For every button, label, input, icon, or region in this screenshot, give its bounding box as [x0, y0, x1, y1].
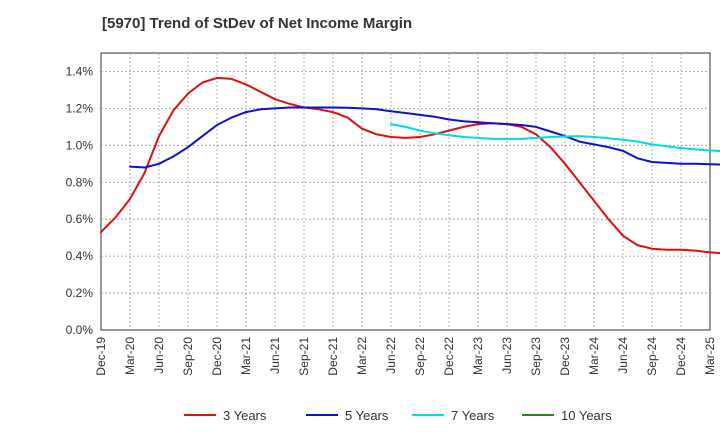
series-lines [100, 76, 720, 255]
x-tick-label: Dec-24 [674, 337, 688, 376]
x-tick-label: Mar-23 [471, 337, 485, 375]
chart-title: [5970] Trend of StDev of Net Income Marg… [102, 15, 413, 32]
axis-labels: 0.0% 0.2% 0.4% 0.6% 0.8% 1.0% 1.2% 1.4% Dec-19 Ma… [66, 64, 717, 375]
x-tick-label: Mar-21 [239, 337, 253, 375]
series-line-3 [390, 123, 720, 152]
x-tick-label: Mar-20 [123, 337, 137, 375]
x-tick-label: Dec-21 [326, 337, 340, 376]
y-tick-label: 1.2% [66, 101, 94, 115]
y-tick-label: 0.8% [66, 175, 94, 189]
x-tick-label: Dec-22 [442, 337, 456, 376]
x-tick-label: Jun-24 [616, 337, 630, 374]
x-tick-label: Mar-25 [703, 337, 717, 375]
x-tick-label: Mar-22 [355, 337, 369, 375]
series-line-1 [100, 76, 720, 255]
x-tick-label: Dec-20 [210, 337, 224, 376]
legend-label-4: 10 Years [561, 408, 612, 423]
x-tick-label: Sep-21 [297, 337, 311, 376]
x-tick-label: Sep-22 [413, 337, 427, 376]
x-tick-label: Jun-22 [384, 337, 398, 374]
legend-label-2: 5 Years [345, 408, 389, 423]
x-tick-label: Jun-21 [268, 337, 282, 374]
y-tick-label: 1.4% [66, 64, 94, 78]
y-tick-label: 0.2% [66, 286, 94, 300]
x-tick-label: Sep-24 [645, 337, 659, 376]
y-tick-label: 0.6% [66, 212, 94, 226]
y-tick-label: 0.4% [66, 249, 94, 263]
y-tick-label: 0.0% [66, 323, 94, 337]
series-line-2 [129, 106, 720, 169]
x-tick-label: Jun-20 [152, 337, 166, 374]
legend: 3 Years 5 Years 7 Years 10 Years [184, 408, 612, 423]
x-tick-label: Mar-24 [587, 337, 601, 375]
x-tick-label: Sep-20 [181, 337, 195, 376]
x-tick-label: Dec-19 [94, 337, 108, 376]
y-tick-label: 1.0% [66, 138, 94, 152]
x-tick-label: Dec-23 [558, 337, 572, 376]
plot-area [100, 52, 711, 331]
x-tick-label: Sep-23 [529, 337, 543, 376]
legend-label-3: 7 Years [451, 408, 495, 423]
grid-lines [101, 53, 710, 330]
legend-label-1: 3 Years [223, 408, 267, 423]
x-tick-label: Jun-23 [500, 337, 514, 374]
